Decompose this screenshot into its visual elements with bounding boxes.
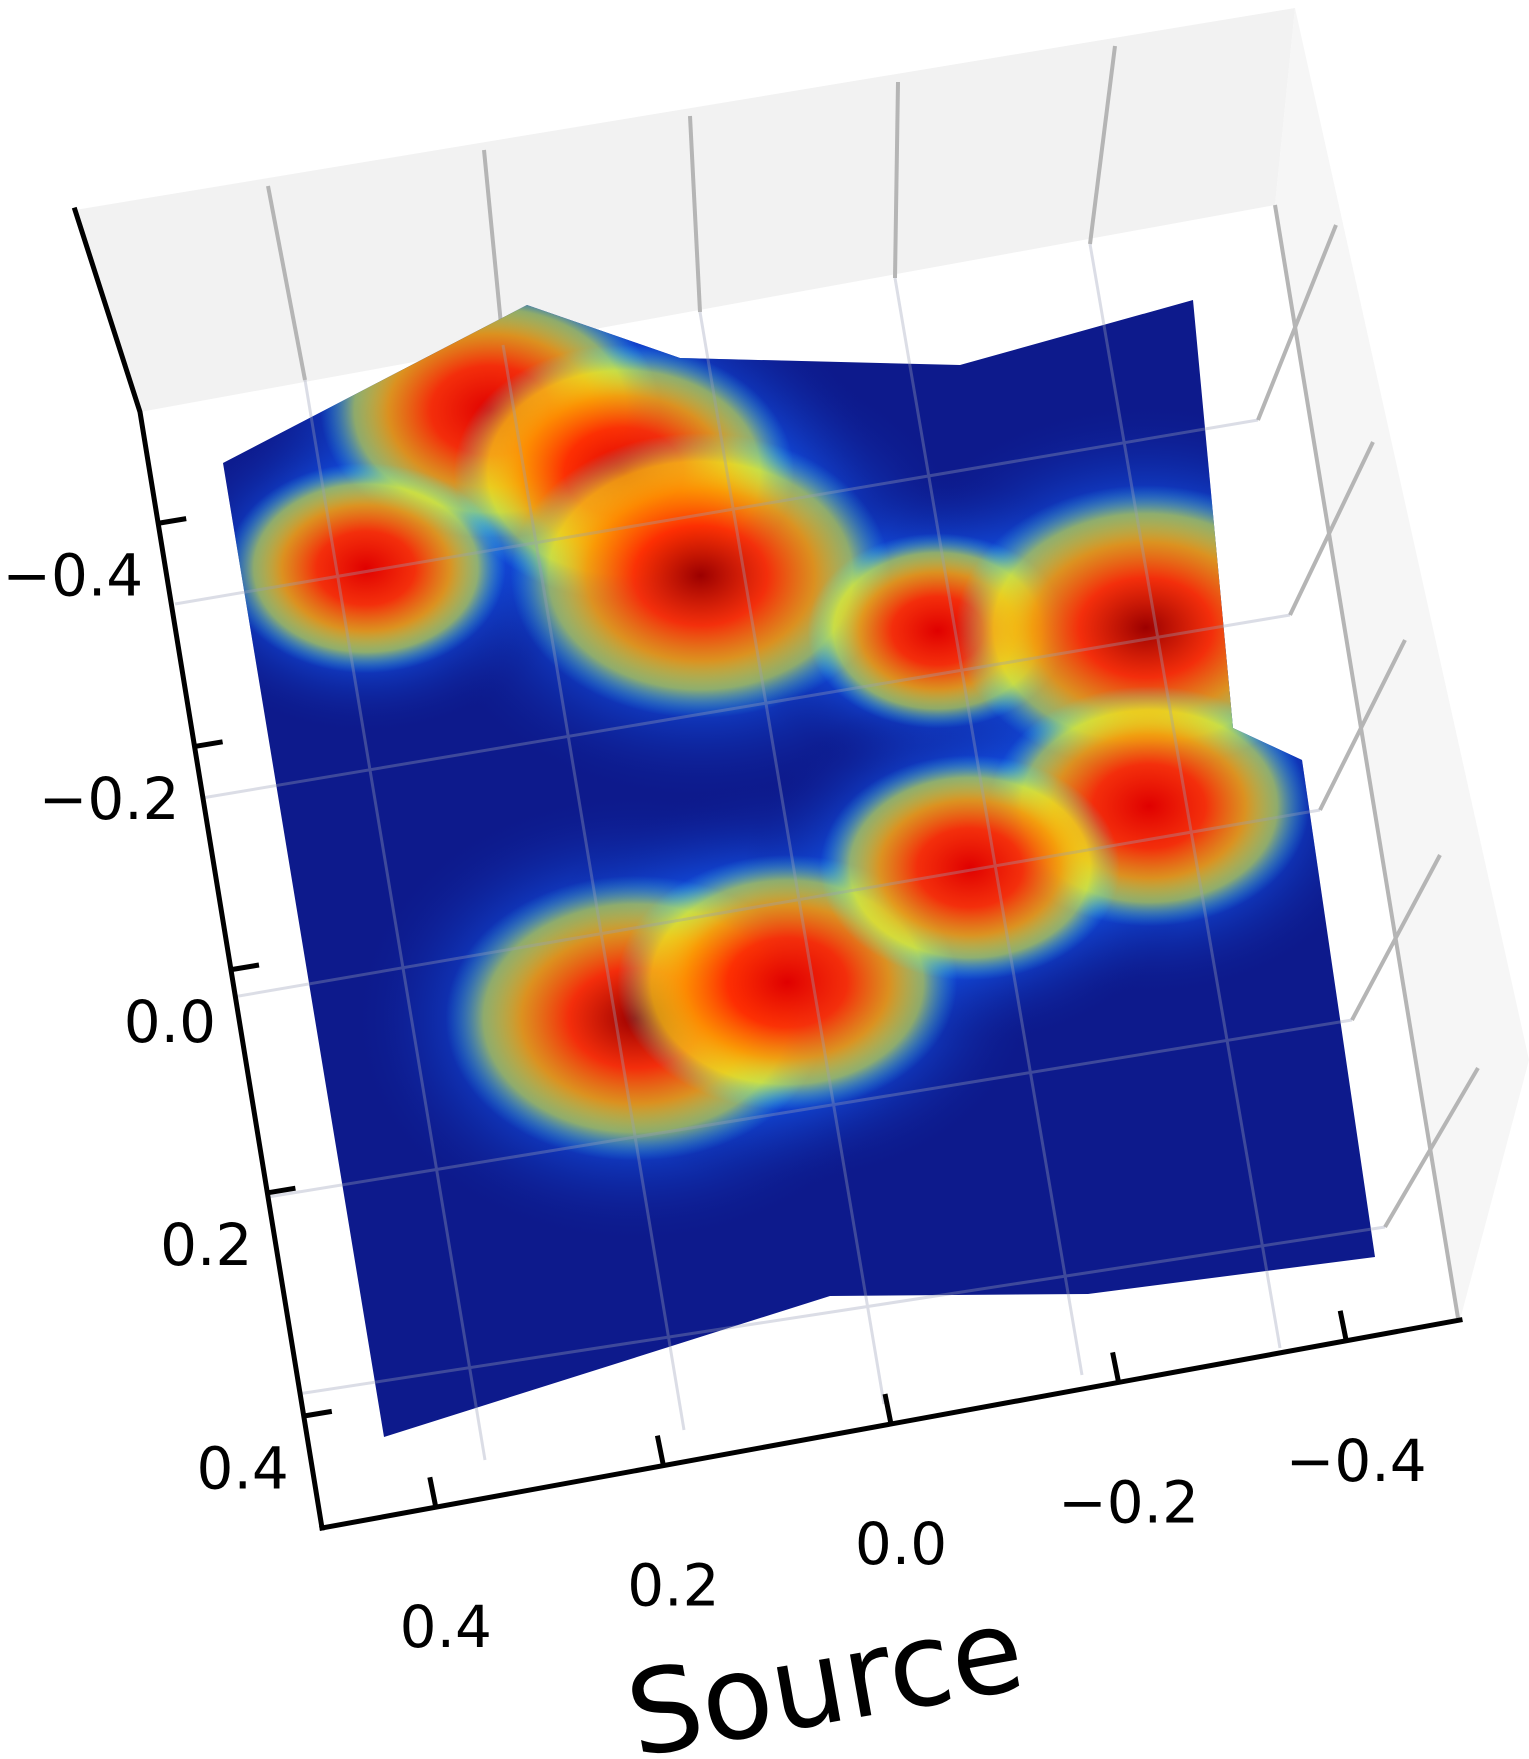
surface-peak: [819, 755, 1120, 981]
tick-mark: [427, 1476, 439, 1508]
surface-peak: [225, 463, 506, 674]
floor-grid: [174, 243, 1386, 1461]
surface-heat: [223, 300, 1375, 1247]
tick-label: 0.0: [124, 988, 216, 1056]
tick-label: 0.2: [627, 1552, 719, 1620]
tick-label: −0.4: [1286, 1427, 1427, 1495]
tick-label: 0.0: [855, 1510, 947, 1578]
tick-label: −0.2: [1058, 1468, 1199, 1536]
grid-line: [1273, 204, 1460, 1319]
tick-mark: [301, 1408, 333, 1419]
grid-line: [1088, 45, 1117, 245]
y-axis-line: [71, 206, 325, 1531]
tick-mark: [654, 1435, 666, 1467]
tick-mark: [264, 1185, 296, 1196]
tick-mark: [1110, 1351, 1122, 1383]
back-pane-top: [75, 8, 1295, 412]
tick-label: 0.4: [400, 1593, 492, 1661]
grid-line: [1288, 441, 1375, 616]
grid-line: [266, 185, 307, 381]
x-axis-ticks: 0.4 0.2 0.0 −0.2 −0.4: [400, 1310, 1427, 1661]
tick-mark: [155, 516, 187, 527]
tick-mark: [1337, 1310, 1349, 1342]
tick-mark: [192, 739, 224, 750]
grid-lines: [266, 45, 1480, 1319]
back-pane-right: [1275, 8, 1529, 1320]
y-axis-ticks: −0.4 −0.2 0.0 0.2 0.4: [2, 516, 333, 1502]
axes-panes: [75, 8, 1529, 1320]
surface-peak: [510, 433, 891, 718]
grid-line: [893, 81, 900, 279]
grid-line: [1256, 224, 1338, 421]
tick-label: −0.4: [2, 542, 143, 610]
tick-mark: [882, 1393, 894, 1425]
tick-label: −0.2: [39, 765, 180, 833]
tick-label: 0.2: [160, 1211, 252, 1279]
grid-line: [482, 149, 505, 346]
tick-mark: [228, 962, 260, 973]
tick-label: 0.4: [197, 1434, 289, 1502]
grid-line: [688, 115, 702, 313]
